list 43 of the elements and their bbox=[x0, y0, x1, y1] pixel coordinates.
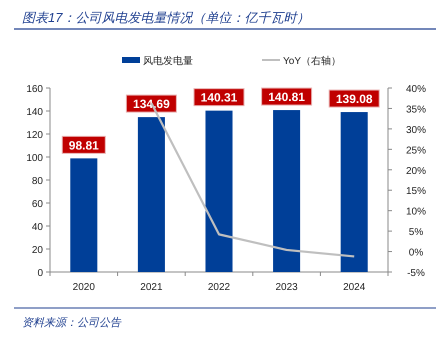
chart-title: 图表17：公司风电发电量情况（单位：亿千瓦时） bbox=[22, 10, 310, 25]
data-label: 139.08 bbox=[336, 92, 373, 106]
bar bbox=[70, 158, 98, 272]
label: 140.31 bbox=[194, 88, 244, 106]
data-label: 140.81 bbox=[268, 90, 306, 104]
y-tick-label: 0 bbox=[37, 268, 44, 279]
y-tick-label: 160 bbox=[26, 84, 44, 95]
x-tick-label: 2021 bbox=[140, 282, 163, 293]
label: 140.81 bbox=[261, 88, 312, 106]
bar bbox=[205, 110, 233, 272]
label: 139.08 bbox=[328, 90, 380, 108]
y-tick-label: 40 bbox=[32, 222, 44, 233]
data-label: 134.69 bbox=[133, 97, 170, 112]
y-tick-label: 20 bbox=[32, 245, 44, 256]
label: 134.69 bbox=[126, 94, 177, 113]
y2-tick-label: 10% bbox=[406, 206, 426, 218]
y2-tick-label: 5% bbox=[408, 227, 424, 238]
bar bbox=[273, 110, 300, 272]
y2-tick-label: 0% bbox=[408, 248, 424, 259]
x-tick-label: 2022 bbox=[208, 282, 231, 293]
y2-tick-label: 35% bbox=[406, 104, 426, 116]
y-tick-label: 60 bbox=[32, 199, 44, 210]
label: 98.81 bbox=[62, 136, 106, 154]
x-tick-label: 2020 bbox=[72, 282, 96, 293]
y2-tick-label: 15% bbox=[406, 186, 426, 198]
bar bbox=[138, 117, 165, 272]
legend-label: 风电发电量 bbox=[143, 55, 193, 67]
data-label: 98.81 bbox=[68, 138, 100, 152]
y2-tick-label: 25% bbox=[406, 145, 426, 156]
bar bbox=[340, 112, 368, 272]
x-tick-label: 2024 bbox=[343, 282, 366, 293]
data-label: 140.31 bbox=[200, 90, 238, 105]
y-tick-label: 80 bbox=[32, 176, 44, 187]
y2-tick-label: 20% bbox=[406, 166, 426, 177]
y2-tick-label: 30% bbox=[406, 124, 426, 136]
y-tick-label: 120 bbox=[26, 130, 44, 141]
y-tick-label: 100 bbox=[26, 153, 44, 164]
x-tick-label: 2023 bbox=[275, 282, 298, 293]
y2-tick-label: -5% bbox=[407, 268, 425, 279]
text: 资料来源：公司公告 bbox=[22, 316, 122, 329]
y-tick-label: 140 bbox=[26, 107, 44, 118]
y2-tick-label: 40% bbox=[406, 84, 426, 95]
legend-label: YoY（右轴） bbox=[283, 55, 341, 67]
